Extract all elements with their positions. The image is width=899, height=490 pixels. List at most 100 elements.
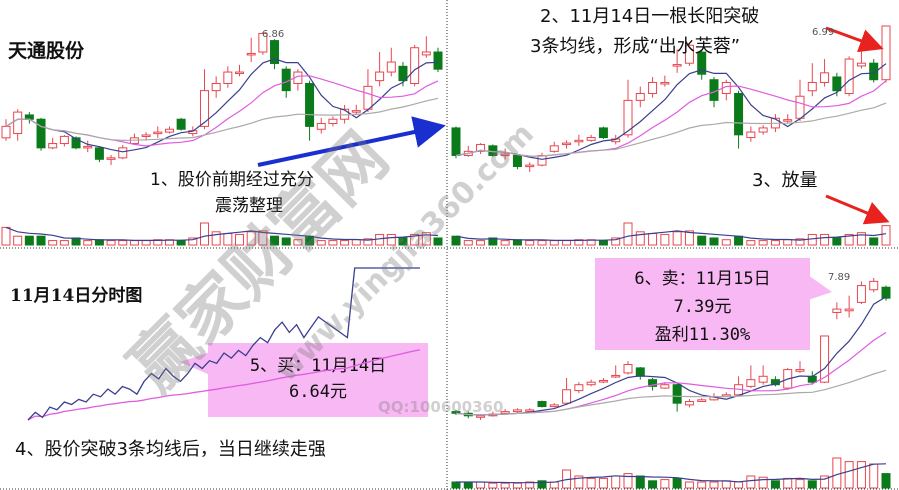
note4: 4、股价突破3条均线后，当日继续走强	[15, 439, 326, 460]
volume-bar	[611, 237, 621, 246]
volume-bar	[820, 233, 830, 246]
candle-down	[94, 147, 104, 160]
volume-bar	[433, 237, 443, 246]
volume-bar	[709, 237, 719, 246]
candle-down	[881, 286, 891, 299]
volume-bar	[398, 237, 408, 246]
volume-bar	[844, 233, 854, 246]
volume-bar	[770, 240, 780, 246]
candle-down	[488, 145, 498, 156]
sell-callout-line2: 7.39元	[673, 297, 732, 317]
buy-callout-line1: 5、买：11月14日	[249, 356, 387, 376]
volume-bar	[598, 477, 608, 489]
candle-up	[476, 143, 486, 152]
candle-up	[153, 131, 163, 135]
candle-up	[881, 25, 891, 81]
candle-up	[807, 81, 817, 92]
volume-bar	[746, 475, 756, 489]
candle-up	[598, 380, 608, 383]
candle-up	[562, 142, 572, 146]
volume-bar	[500, 240, 510, 246]
candle-up	[611, 374, 621, 378]
volume-bar	[36, 235, 46, 246]
volume-bar	[258, 230, 268, 246]
volume-bar	[734, 481, 744, 489]
volume-bar	[795, 238, 805, 246]
volume-bar	[363, 238, 373, 246]
volume-bar	[463, 481, 473, 489]
peak-label-left: 6.86	[262, 29, 285, 40]
volume-bar	[199, 222, 209, 246]
candle-up	[141, 134, 151, 137]
candle-up	[856, 285, 866, 303]
candle-up	[410, 47, 420, 84]
candle-up	[832, 308, 842, 313]
peak-label-right: 6.99	[812, 27, 835, 38]
volume-bar	[758, 476, 768, 489]
candle-up	[574, 139, 584, 143]
volume-bar	[13, 235, 23, 246]
candle-up	[386, 61, 396, 73]
sell-callout: 6、卖：11月15日 7.39元 盈利11.30%	[595, 258, 810, 350]
volume-bar	[770, 480, 780, 489]
candle-up	[421, 51, 431, 56]
volume-bar	[118, 240, 128, 246]
volume-bar	[476, 481, 486, 489]
volume-bar	[48, 240, 58, 246]
candle-up	[549, 145, 559, 152]
volume-bar	[795, 479, 805, 489]
volume-bar	[476, 240, 486, 246]
volume-bar	[488, 482, 498, 489]
candle-up	[758, 127, 768, 133]
candle-up	[258, 32, 268, 53]
sell-callout-line1: 6、卖：11月15日	[634, 269, 771, 289]
note3: 3、放量	[752, 170, 818, 191]
volume-bar	[598, 240, 608, 246]
volume-bar	[525, 481, 535, 489]
candle-up	[623, 364, 633, 374]
candle-up	[549, 404, 559, 408]
candle-up	[844, 308, 854, 312]
candle-up	[844, 58, 854, 94]
volume-bar	[697, 481, 707, 489]
volume-bar	[375, 233, 385, 246]
candle-up	[795, 369, 805, 372]
volume-bar	[176, 240, 186, 246]
candle-up	[746, 379, 756, 387]
ma30-line	[455, 102, 887, 157]
volume-bar	[672, 231, 682, 246]
volume-bar	[832, 457, 842, 489]
volume-bar	[141, 240, 151, 246]
buy-callout: 5、买：11月14日 6.64元	[208, 343, 428, 417]
candle-down	[71, 137, 81, 149]
candle-up	[684, 401, 694, 406]
volume-bar	[562, 240, 572, 246]
volume-bar	[783, 239, 793, 246]
candle-up	[118, 147, 128, 159]
volume-bar	[451, 481, 461, 489]
volume-bar	[223, 233, 233, 246]
volume-bar	[537, 480, 547, 489]
top-right-kline	[451, 25, 891, 246]
volume-bar	[293, 239, 303, 246]
candle-down	[734, 92, 744, 136]
volume-bar	[721, 239, 731, 246]
note1-line2: 震荡整理	[215, 196, 283, 216]
candle-up	[83, 145, 93, 149]
volume-bar	[881, 225, 891, 246]
candle-down	[672, 384, 682, 404]
volume-bar	[611, 475, 621, 489]
candle-up	[635, 92, 645, 101]
candle-up	[1, 125, 11, 139]
candle-down	[635, 367, 645, 377]
candle-up	[500, 153, 510, 157]
candle-down	[869, 62, 879, 81]
candle-down	[648, 379, 658, 387]
volume-bar	[635, 231, 645, 246]
candle-up	[574, 384, 584, 392]
volume-bar	[635, 475, 645, 489]
candle-down	[598, 127, 608, 139]
candle-down	[433, 51, 443, 70]
candle-up	[59, 135, 69, 145]
stock-title: 天通股份	[8, 40, 85, 62]
